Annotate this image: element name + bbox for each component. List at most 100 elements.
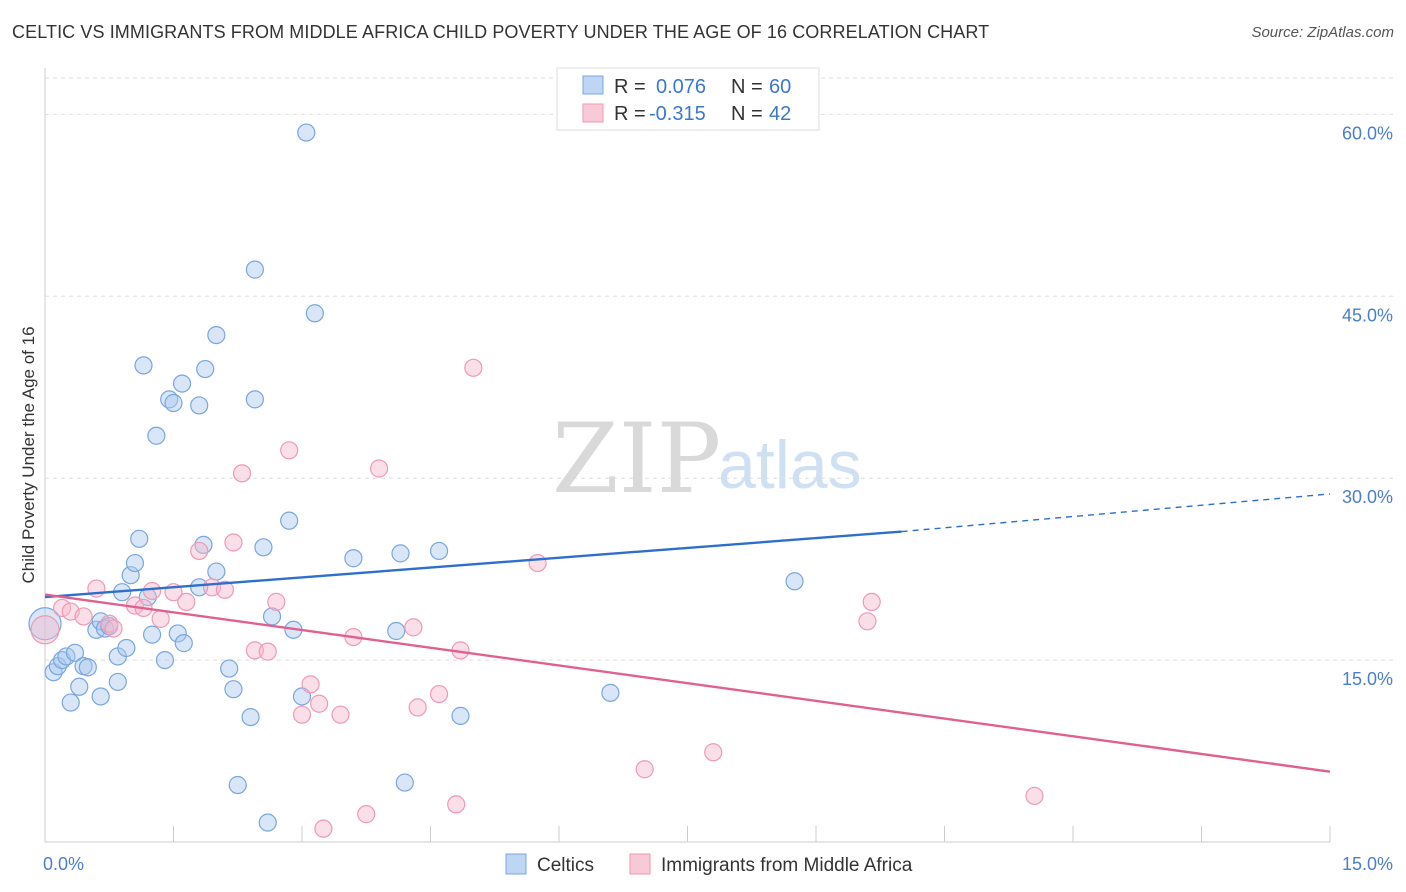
celtics-trend-extension: [901, 493, 1331, 533]
immigrants-point-41: [1025, 786, 1044, 806]
legend-swatch-celtics: [582, 75, 604, 95]
celtics-point-52: [344, 549, 363, 568]
y-tick-label-2: 45.0%: [1342, 305, 1393, 325]
axes: [44, 68, 1331, 843]
celtics-point-58: [601, 683, 620, 702]
celtics-point-12: [91, 687, 110, 706]
immigrants-point-18: [245, 641, 264, 660]
immigrants-point-6: [104, 619, 123, 638]
legend: R = 0.076 N = 60 R = -0.315 N = 42: [556, 67, 820, 131]
y-tick-label-1: 30.0%: [1342, 487, 1393, 507]
source-label: Source: ZipAtlas.com: [1251, 24, 1394, 41]
immigrants-point-39: [858, 612, 877, 631]
celtics-point-42: [245, 390, 264, 409]
celtics-trend-line: [44, 530, 902, 599]
celtics-point-22: [134, 356, 153, 375]
immigrants-point-22: [292, 705, 312, 724]
celtics-point-59: [785, 572, 804, 591]
watermark-atlas: atlas: [718, 427, 862, 503]
legend-immigrants-n-value: 42: [769, 103, 791, 125]
celtics-point-45: [258, 813, 277, 832]
immigrants-point-19: [258, 642, 277, 661]
celtics-point-57: [451, 706, 470, 725]
immigrants-point-23: [301, 675, 320, 694]
x-tick-labels: 0.0% 15.0%: [43, 854, 1393, 874]
celtics-points: [28, 123, 804, 832]
watermark: ZIP atlas: [552, 403, 862, 515]
immigrants-point-28: [357, 805, 376, 824]
immigrants-point-29: [370, 459, 389, 478]
celtics-point-9: [78, 658, 97, 677]
celtics-point-25: [147, 426, 166, 445]
legend-celtics-r-label: R =: [614, 76, 646, 98]
immigrants-point-13: [190, 541, 209, 561]
immigrants-point-24: [310, 694, 329, 713]
immigrants-point-35: [464, 358, 483, 377]
celtics-point-51: [305, 304, 324, 323]
immigrants-point-26: [331, 705, 350, 724]
immigrants-point-33: [447, 795, 466, 814]
celtics-point-24: [142, 625, 162, 644]
immigrants-point-38: [704, 743, 723, 762]
bottom-legend: Celtics Immigrants from Middle Africa: [505, 853, 913, 876]
immigrants-point-37: [635, 760, 654, 779]
celtics-point-56: [429, 541, 449, 561]
immigrants-point-30: [404, 618, 423, 637]
immigrants-point-16: [224, 533, 243, 552]
celtics-point-31: [174, 634, 193, 653]
chart-title: CELTIC VS IMMIGRANTS FROM MIDDLE AFRICA …: [12, 22, 990, 42]
immigrants-point-0: [30, 615, 60, 645]
legend-celtics-n-value: 60: [769, 76, 791, 98]
celtics-point-39: [224, 680, 243, 699]
celtics-point-44: [254, 538, 273, 557]
celtics-point-43: [245, 260, 264, 279]
immigrants-point-17: [232, 464, 252, 483]
y-tick-label-0: 15.0%: [1342, 669, 1393, 689]
celtics-point-53: [387, 621, 406, 641]
y-tick-labels: 15.0% 30.0% 45.0% 60.0%: [1342, 123, 1393, 689]
legend-immigrants-r-value: -0.315: [649, 103, 706, 125]
y-axis-label: Child Poverty Under the Age of 16: [19, 326, 38, 583]
celtics-point-35: [196, 359, 215, 379]
celtics-point-18: [117, 638, 136, 658]
x-tick-label-1: 15.0%: [1342, 854, 1393, 874]
celtics-point-33: [190, 578, 209, 597]
immigrants-trend-line: [44, 593, 1331, 773]
celtics-point-29: [168, 624, 187, 643]
celtics-point-55: [395, 773, 414, 792]
immigrants-points: [30, 358, 1044, 838]
immigrants-point-20: [267, 592, 286, 611]
celtics-point-50: [297, 123, 316, 142]
immigrants-point-9: [142, 581, 162, 601]
immigrants-point-36: [528, 553, 547, 573]
legend-swatch-immigrants: [582, 103, 604, 123]
celtics-point-6: [65, 643, 85, 662]
legend-celtics-r-value: 0.076: [656, 76, 706, 98]
bottom-legend-celtics: Celtics: [537, 855, 594, 876]
trend-lines: [44, 493, 1331, 773]
immigrants-point-31: [408, 698, 427, 717]
watermark-zip: ZIP: [552, 403, 721, 515]
celtics-point-40: [228, 775, 247, 795]
celtics-point-0: [28, 607, 62, 641]
immigrants-point-12: [177, 592, 196, 611]
celtics-point-7: [70, 677, 89, 696]
celtics-point-28: [164, 393, 183, 413]
bottom-legend-immigrants: Immigrants from Middle Africa: [661, 855, 913, 876]
celtics-point-15: [108, 672, 127, 692]
immigrants-point-10: [151, 609, 170, 628]
immigrants-point-40: [862, 592, 881, 611]
celtics-point-26: [155, 650, 175, 670]
gridlines: [45, 77, 1393, 661]
immigrants-point-15: [215, 580, 234, 599]
celtics-point-20: [125, 553, 145, 573]
legend-celtics-n-label: N =: [731, 76, 763, 98]
celtics-point-37: [207, 562, 226, 581]
celtics-point-21: [130, 529, 149, 548]
celtics-point-47: [280, 511, 299, 530]
celtics-point-38: [220, 659, 239, 678]
immigrants-point-25: [314, 819, 333, 838]
legend-immigrants-r-label: R =: [614, 103, 646, 125]
bottom-legend-swatch-celtics: [505, 853, 527, 875]
